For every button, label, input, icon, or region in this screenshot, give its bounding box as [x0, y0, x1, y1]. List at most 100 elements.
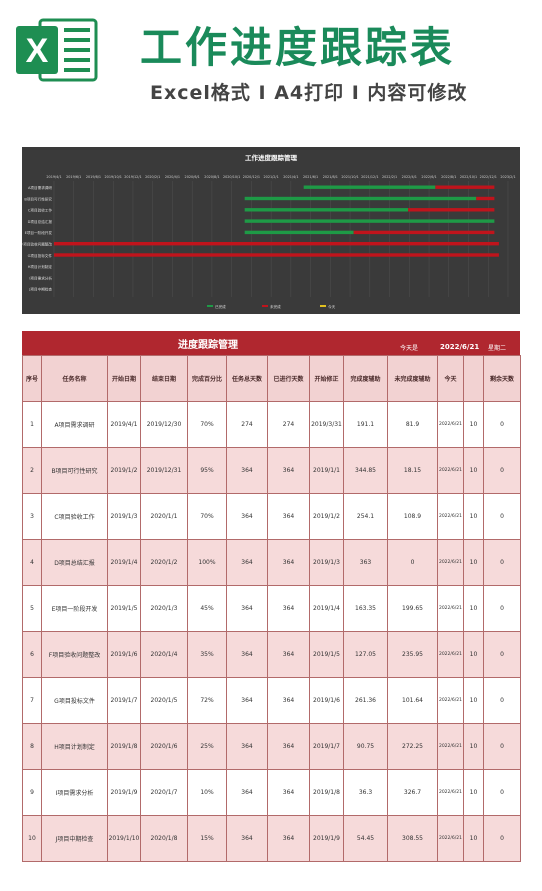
cell-name[interactable]: J项目中期检查	[41, 815, 108, 862]
cell-undone[interactable]: 235.95	[387, 631, 438, 678]
cell-fix[interactable]: 2019/1/1	[309, 447, 344, 494]
cell-total[interactable]: 364	[226, 769, 268, 816]
cell-pct[interactable]: 35%	[187, 631, 227, 678]
cell-name[interactable]: H项目计划制定	[41, 723, 108, 770]
cell-undone[interactable]: 18.15	[387, 447, 438, 494]
cell-pct[interactable]: 72%	[187, 677, 227, 724]
cell-end[interactable]: 2020/1/6	[140, 723, 188, 770]
cell-start[interactable]: 2019/1/5	[107, 585, 141, 632]
cell-days[interactable]: 10	[463, 447, 484, 494]
cell-remain[interactable]: 0	[483, 401, 521, 448]
cell-fix[interactable]: 2019/1/2	[309, 493, 344, 540]
cell-fix[interactable]: 2019/3/31	[309, 401, 344, 448]
cell-start[interactable]: 2019/1/10	[107, 815, 141, 862]
cell-days[interactable]: 10	[463, 769, 484, 816]
cell-pct[interactable]: 70%	[187, 493, 227, 540]
cell-start[interactable]: 2019/1/2	[107, 447, 141, 494]
cell-no[interactable]: 9	[22, 769, 42, 816]
cell-total[interactable]: 364	[226, 447, 268, 494]
cell-end[interactable]: 2020/1/7	[140, 769, 188, 816]
cell-elapsed[interactable]: 364	[267, 815, 310, 862]
cell-done[interactable]: 127.05	[343, 631, 388, 678]
cell-remain[interactable]: 0	[483, 677, 521, 724]
cell-end[interactable]: 2020/1/5	[140, 677, 188, 724]
cell-start[interactable]: 2019/1/6	[107, 631, 141, 678]
cell-no[interactable]: 7	[22, 677, 42, 724]
cell-no[interactable]: 2	[22, 447, 42, 494]
cell-elapsed[interactable]: 364	[267, 631, 310, 678]
cell-remain[interactable]: 0	[483, 585, 521, 632]
cell-today[interactable]: 2022/6/21	[437, 493, 464, 540]
cell-days[interactable]: 10	[463, 585, 484, 632]
cell-pct[interactable]: 45%	[187, 585, 227, 632]
cell-today[interactable]: 2022/6/21	[437, 723, 464, 770]
cell-pct[interactable]: 10%	[187, 769, 227, 816]
cell-remain[interactable]: 0	[483, 447, 521, 494]
cell-total[interactable]: 364	[226, 677, 268, 724]
cell-fix[interactable]: 2019/1/9	[309, 815, 344, 862]
cell-done[interactable]: 90.75	[343, 723, 388, 770]
cell-start[interactable]: 2019/1/4	[107, 539, 141, 586]
cell-fix[interactable]: 2019/1/5	[309, 631, 344, 678]
cell-start[interactable]: 2019/4/1	[107, 401, 141, 448]
cell-undone[interactable]: 308.55	[387, 815, 438, 862]
cell-remain[interactable]: 0	[483, 539, 521, 586]
cell-pct[interactable]: 25%	[187, 723, 227, 770]
cell-days[interactable]: 10	[463, 401, 484, 448]
cell-total[interactable]: 364	[226, 815, 268, 862]
cell-total[interactable]: 364	[226, 585, 268, 632]
cell-elapsed[interactable]: 364	[267, 539, 310, 586]
cell-undone[interactable]: 101.64	[387, 677, 438, 724]
cell-no[interactable]: 8	[22, 723, 42, 770]
cell-days[interactable]: 10	[463, 539, 484, 586]
cell-no[interactable]: 10	[22, 815, 42, 862]
cell-end[interactable]: 2020/1/3	[140, 585, 188, 632]
cell-done[interactable]: 344.85	[343, 447, 388, 494]
cell-remain[interactable]: 0	[483, 815, 521, 862]
cell-end[interactable]: 2019/12/30	[140, 401, 188, 448]
cell-undone[interactable]: 108.9	[387, 493, 438, 540]
cell-remain[interactable]: 0	[483, 723, 521, 770]
cell-elapsed[interactable]: 364	[267, 723, 310, 770]
cell-today[interactable]: 2022/6/21	[437, 769, 464, 816]
cell-undone[interactable]: 0	[387, 539, 438, 586]
cell-name[interactable]: B项目可行性研究	[41, 447, 108, 494]
cell-end[interactable]: 2020/1/1	[140, 493, 188, 540]
cell-no[interactable]: 3	[22, 493, 42, 540]
cell-start[interactable]: 2019/1/9	[107, 769, 141, 816]
cell-name[interactable]: C项目验收工作	[41, 493, 108, 540]
cell-done[interactable]: 363	[343, 539, 388, 586]
cell-total[interactable]: 364	[226, 631, 268, 678]
cell-today[interactable]: 2022/6/21	[437, 585, 464, 632]
cell-days[interactable]: 10	[463, 631, 484, 678]
cell-remain[interactable]: 0	[483, 769, 521, 816]
cell-end[interactable]: 2020/1/2	[140, 539, 188, 586]
cell-remain[interactable]: 0	[483, 631, 521, 678]
cell-elapsed[interactable]: 364	[267, 585, 310, 632]
cell-elapsed[interactable]: 364	[267, 677, 310, 724]
cell-end[interactable]: 2020/1/8	[140, 815, 188, 862]
cell-fix[interactable]: 2019/1/8	[309, 769, 344, 816]
cell-undone[interactable]: 272.25	[387, 723, 438, 770]
cell-no[interactable]: 6	[22, 631, 42, 678]
cell-elapsed[interactable]: 364	[267, 447, 310, 494]
cell-done[interactable]: 191.1	[343, 401, 388, 448]
cell-fix[interactable]: 2019/1/6	[309, 677, 344, 724]
cell-end[interactable]: 2020/1/4	[140, 631, 188, 678]
cell-start[interactable]: 2019/1/7	[107, 677, 141, 724]
cell-undone[interactable]: 81.9	[387, 401, 438, 448]
cell-remain[interactable]: 0	[483, 493, 521, 540]
cell-end[interactable]: 2019/12/31	[140, 447, 188, 494]
cell-pct[interactable]: 100%	[187, 539, 227, 586]
cell-name[interactable]: I项目需求分析	[41, 769, 108, 816]
cell-undone[interactable]: 199.65	[387, 585, 438, 632]
cell-today[interactable]: 2022/6/21	[437, 447, 464, 494]
cell-no[interactable]: 5	[22, 585, 42, 632]
cell-today[interactable]: 2022/6/21	[437, 677, 464, 724]
cell-no[interactable]: 1	[22, 401, 42, 448]
cell-start[interactable]: 2019/1/8	[107, 723, 141, 770]
cell-days[interactable]: 10	[463, 677, 484, 724]
cell-days[interactable]: 10	[463, 493, 484, 540]
cell-no[interactable]: 4	[22, 539, 42, 586]
cell-total[interactable]: 364	[226, 493, 268, 540]
